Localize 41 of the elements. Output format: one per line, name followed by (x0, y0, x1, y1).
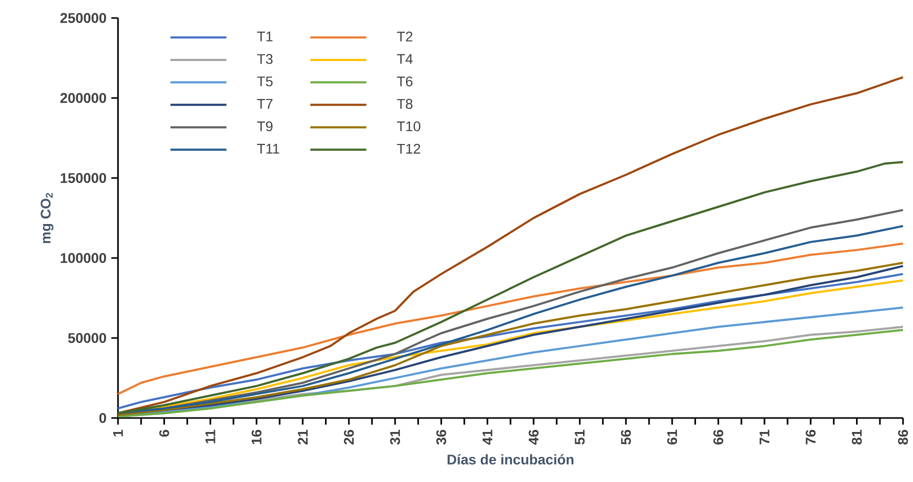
x-tick-label: 41 (482, 430, 492, 445)
x-tick-label: 36 (436, 430, 446, 445)
legend-label: T4 (397, 54, 413, 64)
x-tick-label: 56 (621, 430, 631, 445)
x-tick-label: 21 (298, 430, 308, 444)
y-axis-title: mg CO$_{2}$ (40, 193, 54, 244)
line-series (116, 76, 904, 414)
x-tick-label: 76 (806, 430, 816, 444)
legend-label: T8 (397, 98, 412, 109)
legend-label: T12 (397, 144, 420, 154)
line-series (116, 242, 904, 396)
x-tick-label: 66 (713, 430, 724, 444)
legend-label: T2 (397, 32, 412, 42)
legend-label: T1 (257, 32, 272, 42)
x-tick-label: 71 (760, 430, 770, 444)
y-tick-label: 0 (99, 413, 106, 423)
x-tick-label: 1 (113, 430, 123, 436)
x-tick-label: 11 (206, 430, 216, 444)
x-tick-label: 86 (898, 430, 908, 445)
legend-label: T7 (257, 99, 272, 109)
legend-label: T5 (257, 76, 273, 86)
x-tick-label: 51 (574, 430, 585, 445)
x-tick-label: 26 (344, 430, 354, 444)
x-tick-label: 31 (390, 430, 400, 445)
legend-label: T3 (257, 54, 273, 64)
legend-label: T11 (257, 144, 280, 154)
x-tick-label: 81 (852, 430, 862, 445)
y-tick-label: 200000 (60, 93, 106, 103)
x-tick-label: 16 (252, 430, 262, 444)
x-axis-title: Días de incubación (448, 454, 574, 465)
y-tick-label: 150000 (60, 173, 106, 183)
legend-label: T9 (257, 121, 272, 132)
legend-label: T6 (397, 76, 412, 86)
y-tick-label: 50000 (68, 333, 106, 343)
legend-label: T10 (397, 121, 420, 132)
y-tick-label: 100000 (60, 253, 106, 263)
x-tick-label: 6 (159, 430, 170, 437)
x-tick-label: 46 (528, 430, 539, 445)
y-tick-label: 250000 (60, 13, 106, 23)
x-tick-label: 61 (667, 430, 678, 444)
line-series (116, 160, 904, 414)
